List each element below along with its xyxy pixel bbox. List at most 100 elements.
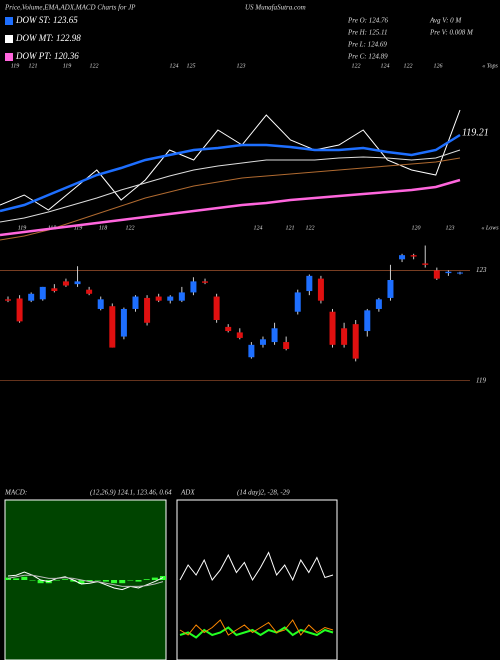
- candle-body: [202, 281, 209, 283]
- candle-body: [132, 296, 139, 309]
- low-label: 123: [446, 225, 455, 231]
- stat: Pre O: 124.76: [347, 17, 388, 25]
- adx-subtitle: (14 day)2, -28, -29: [237, 489, 290, 497]
- macd-bar: [127, 580, 134, 581]
- adx-line: [179, 626, 334, 639]
- candle-body: [306, 275, 313, 292]
- ema-line: [0, 157, 461, 241]
- candle-body: [283, 342, 290, 349]
- candle-body: [5, 299, 11, 301]
- top-label: 122: [90, 63, 99, 69]
- macd-bar: [5, 577, 11, 580]
- macd-bar: [62, 579, 69, 580]
- low-label: 124: [254, 224, 263, 231]
- y-tick-label: 123: [476, 266, 487, 274]
- candle-body: [445, 271, 452, 274]
- legend-swatch: [5, 53, 13, 61]
- candle-body: [259, 339, 266, 345]
- macd-bar: [21, 576, 28, 580]
- low-label: 119: [18, 225, 27, 231]
- candle-body: [248, 344, 255, 358]
- candle-body: [28, 293, 35, 301]
- y-tick-label: 119: [476, 376, 486, 384]
- ema-line: [0, 178, 461, 237]
- stat: Pre L: 124.69: [347, 41, 387, 49]
- candle-body: [16, 298, 23, 322]
- ema-line: [0, 149, 461, 223]
- candle-body: [74, 281, 81, 285]
- candle-body: [410, 255, 417, 257]
- ema-line: [0, 133, 461, 213]
- adx-title: ADX: [180, 489, 195, 497]
- candle-body: [144, 297, 151, 323]
- site-name: US MunafaSutra.com: [245, 4, 306, 12]
- ema-line: [0, 109, 461, 211]
- top-label: 125: [187, 63, 196, 69]
- candle-body: [109, 306, 116, 348]
- candle-body: [97, 299, 104, 309]
- candle-body: [399, 255, 406, 260]
- macd-line: [7, 571, 164, 591]
- candle-body: [225, 326, 232, 332]
- candle-body: [178, 292, 185, 301]
- candle-body: [190, 281, 197, 293]
- stat: Avg V: 0 M: [429, 17, 462, 25]
- candle-body: [213, 296, 220, 320]
- low-label: 122: [126, 225, 135, 231]
- legend-swatch: [5, 35, 13, 43]
- candle-body: [51, 288, 58, 292]
- top-label: 124: [381, 62, 390, 69]
- macd-bar: [29, 580, 36, 581]
- candle-body: [352, 324, 359, 359]
- stat: Pre C: 124.89: [347, 53, 388, 61]
- macd-title: MACD:: [4, 489, 27, 497]
- candle-body: [317, 278, 324, 301]
- macd-bar: [119, 580, 126, 584]
- low-label: 122: [306, 225, 315, 231]
- low-label: 119: [74, 225, 83, 231]
- candle-body: [294, 292, 301, 312]
- macd-bar: [37, 580, 44, 584]
- macd-bar: [53, 580, 60, 581]
- candle-body: [120, 308, 127, 337]
- legend-swatch: [5, 17, 13, 25]
- candle-body: [155, 296, 162, 301]
- low-label: 118: [99, 225, 108, 231]
- macd-subtitle: (12,26,9) 124.1, 123.46, 0.64: [90, 489, 172, 497]
- macd-line: [7, 574, 164, 587]
- stat: Pre H: 125.11: [347, 29, 387, 37]
- legend-label: DOW ST: 123.65: [15, 15, 78, 25]
- candle-body: [341, 328, 348, 345]
- candle-body: [86, 289, 93, 294]
- annotation: 119.21: [462, 127, 489, 138]
- macd-bar: [78, 580, 85, 584]
- candle-body: [387, 280, 394, 298]
- macd-bar: [111, 580, 118, 584]
- macd-bar: [143, 579, 150, 580]
- candle-body: [167, 296, 174, 301]
- page-title: Price,Volume,EMA,ADX,MACD Charts for JP: [4, 4, 136, 12]
- low-label: 121: [286, 225, 295, 231]
- top-label: 122: [404, 63, 413, 69]
- adx-line: [179, 551, 334, 582]
- candle-body: [364, 310, 371, 332]
- low-label: 120: [412, 225, 421, 231]
- candle-body: [375, 299, 382, 309]
- candle-body: [39, 286, 46, 300]
- top-label: 122: [352, 63, 361, 69]
- macd-bar: [13, 578, 20, 580]
- low-label: « Lows: [481, 225, 499, 231]
- top-label: 119: [63, 63, 72, 69]
- macd-bar: [102, 580, 109, 582]
- candle-body: [236, 332, 243, 338]
- top-label: 126: [434, 63, 443, 69]
- macd-bar: [151, 577, 158, 580]
- macd-bar: [135, 580, 142, 582]
- macd-bar: [86, 580, 93, 582]
- stat: Pre V: 0.008 M: [429, 29, 474, 37]
- top-label: « Tops: [482, 63, 498, 69]
- macd-panel: [4, 499, 167, 660]
- adx-line: [179, 619, 334, 636]
- candle-body: [422, 263, 429, 265]
